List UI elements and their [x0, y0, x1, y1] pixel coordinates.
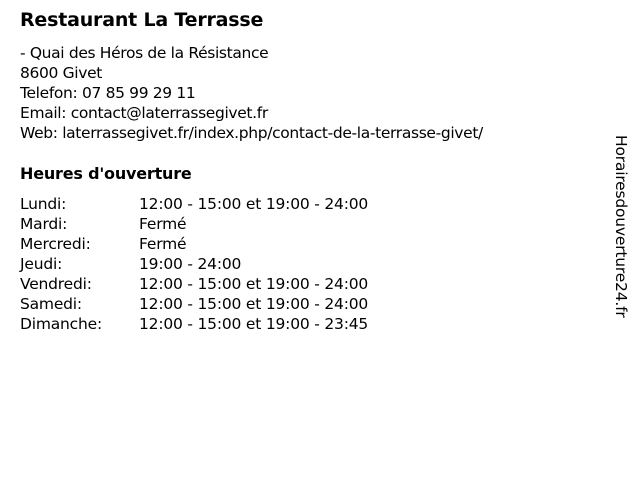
day: Mardi:: [20, 215, 68, 233]
time: Fermé: [139, 215, 187, 233]
city: 8600 Givet: [20, 64, 102, 82]
time: 12:00 - 15:00 et 19:00 - 24:00: [139, 295, 369, 313]
hours-row: Jeudi: 19:00 - 24:00: [20, 254, 368, 274]
time: 12:00 - 15:00 et 19:00 - 24:00: [139, 275, 369, 293]
time: 12:00 - 15:00 et 19:00 - 23:45: [139, 315, 369, 333]
hours-heading: Heures d'ouverture: [20, 164, 192, 183]
day: Lundi:: [20, 195, 67, 213]
watermark: Horairesdouverture24.fr: [612, 135, 630, 318]
hours-row: Samedi: 12:00 - 15:00 et 19:00 - 24:00: [20, 294, 368, 314]
day: Samedi:: [20, 295, 82, 313]
website: Web: laterrassegivet.fr/index.php/contac…: [20, 124, 483, 142]
hours-row: Mardi: Fermé: [20, 214, 368, 234]
address: - Quai des Héros de la Résistance: [20, 44, 269, 62]
day: Dimanche:: [20, 315, 102, 333]
restaurant-name: Restaurant La Terrasse: [20, 9, 264, 31]
hours-row: Vendredi: 12:00 - 15:00 et 19:00 - 24:00: [20, 274, 368, 294]
time: 12:00 - 15:00 et 19:00 - 24:00: [139, 195, 369, 213]
day: Mercredi:: [20, 235, 91, 253]
contact-info: - Quai des Héros de la Résistance 8600 G…: [20, 43, 483, 143]
hours-row: Mercredi: Fermé: [20, 234, 368, 254]
phone: Telefon: 07 85 99 29 11: [20, 84, 196, 102]
day: Jeudi:: [20, 255, 63, 273]
time: Fermé: [139, 235, 187, 253]
time: 19:00 - 24:00: [139, 255, 242, 273]
email: Email: contact@laterrassegivet.fr: [20, 104, 268, 122]
hours-row: Lundi: 12:00 - 15:00 et 19:00 - 24:00: [20, 194, 368, 214]
hours-table: Lundi: 12:00 - 15:00 et 19:00 - 24:00 Mar…: [20, 194, 368, 334]
hours-row: Dimanche: 12:00 - 15:00 et 19:00 - 23:45: [20, 314, 368, 334]
day: Vendredi:: [20, 275, 92, 293]
